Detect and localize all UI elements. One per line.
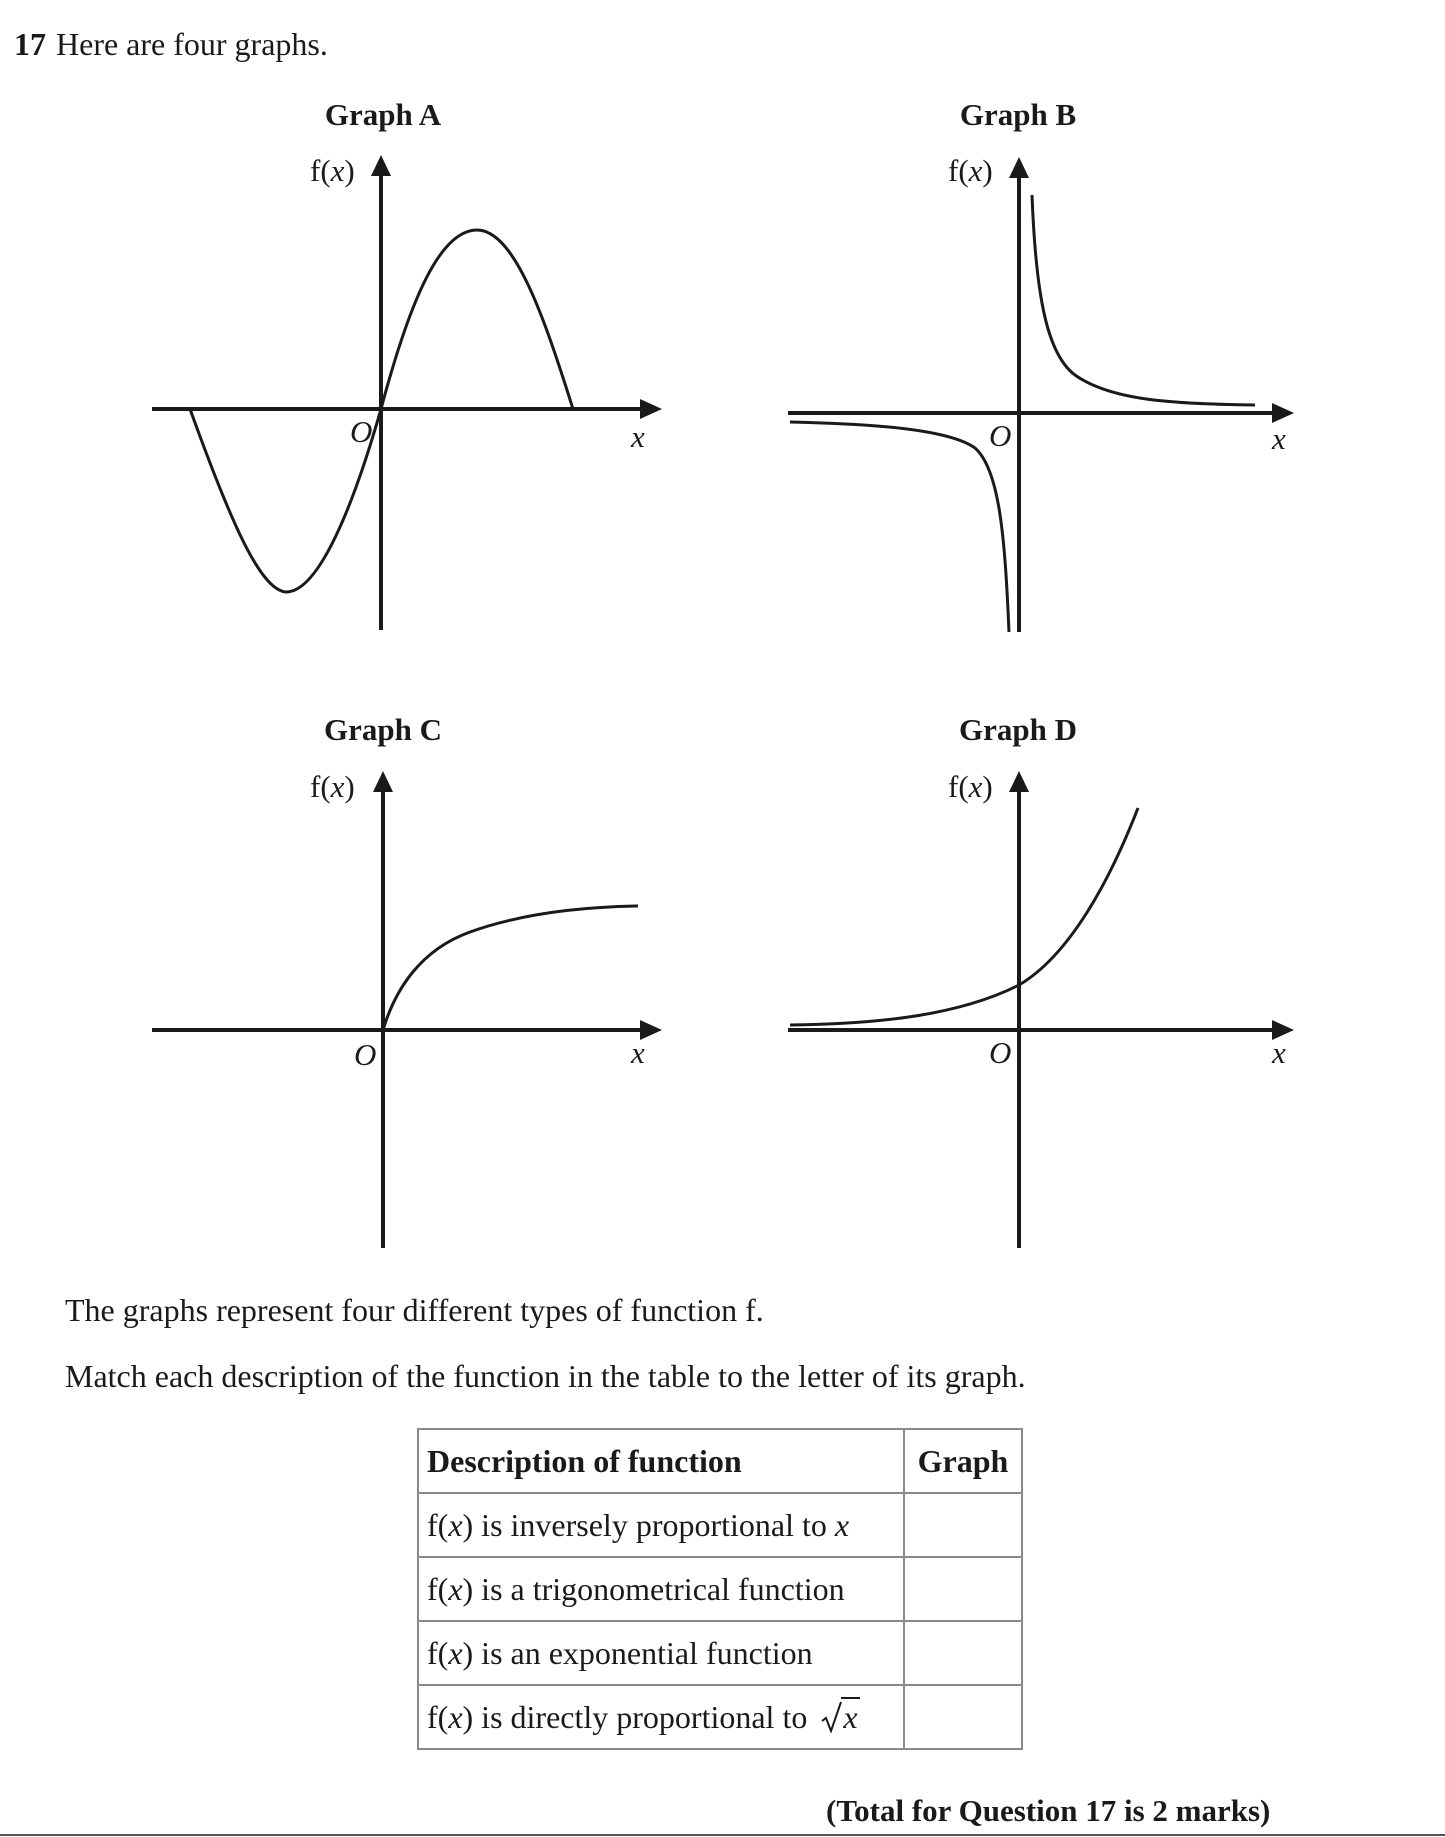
graph-a-y-arrow xyxy=(371,155,391,176)
square-root-symbol: x xyxy=(821,1696,860,1736)
graph-a-x-arrow xyxy=(640,399,662,419)
graph-a-y-label: f(x) xyxy=(310,153,355,188)
graph-a-origin: O xyxy=(350,414,372,449)
row-description: f(x) is directly proportional to x xyxy=(417,1684,905,1750)
question-intro: Here are four graphs. xyxy=(56,26,328,62)
header-description: Description of function xyxy=(417,1428,905,1494)
graph-c-origin: O xyxy=(354,1037,376,1072)
graph-a: Graph A f(x) O x xyxy=(152,97,662,630)
bottom-rule xyxy=(0,1834,1445,1836)
total-marks: (Total for Question 17 is 2 marks) xyxy=(826,1793,1271,1828)
graph-b-curve-positive xyxy=(1030,194,1256,407)
graph-a-x-label: x xyxy=(630,419,645,454)
row-description: f(x) is inversely proportional to x xyxy=(417,1492,905,1558)
row-description: f(x) is a trigonometrical function xyxy=(417,1556,905,1622)
graph-c-title: Graph C xyxy=(324,712,442,747)
graphs-figure: Graph A f(x) O x Graph B f(x) O x Graph … xyxy=(152,97,1294,1248)
graph-a-title: Graph A xyxy=(325,97,442,132)
graph-d-y-arrow xyxy=(1009,771,1029,792)
row-description: f(x) is an exponential function xyxy=(417,1620,905,1686)
graph-d-curve xyxy=(789,807,1140,1027)
graph-b-x-arrow xyxy=(1272,403,1294,423)
graph-b-title: Graph B xyxy=(960,97,1076,132)
graph-c-y-arrow xyxy=(373,771,393,792)
graph-c-x-label: x xyxy=(630,1035,645,1070)
graph-c-x-arrow xyxy=(640,1020,662,1040)
table-row: f(x) is inversely proportional to x xyxy=(417,1492,1023,1558)
table-row: f(x) is directly proportional to x xyxy=(417,1684,1023,1750)
table-header-row: Description of function Graph xyxy=(417,1428,1023,1494)
graph-d-title: Graph D xyxy=(959,712,1077,747)
matching-table: Description of function Graph f(x) is in… xyxy=(417,1428,1023,1750)
row-answer-cell[interactable] xyxy=(903,1620,1023,1686)
description-line-1: The graphs represent four different type… xyxy=(65,1292,764,1328)
graph-d-origin: O xyxy=(989,1035,1011,1070)
table-row: f(x) is a trigonometrical function xyxy=(417,1556,1023,1622)
question-number: 17 xyxy=(14,26,46,62)
graph-a-curve xyxy=(188,228,575,594)
graph-b-origin: O xyxy=(989,418,1011,453)
graph-b: Graph B f(x) O x xyxy=(788,97,1294,633)
graph-b-y-label: f(x) xyxy=(948,153,993,188)
radical-icon xyxy=(821,1701,843,1733)
table-row: f(x) is an exponential function xyxy=(417,1620,1023,1686)
row-answer-cell[interactable] xyxy=(903,1556,1023,1622)
graph-c: Graph C f(x) O x xyxy=(152,712,662,1248)
graph-c-y-label: f(x) xyxy=(310,769,355,804)
graph-b-curve-negative xyxy=(789,420,1011,633)
question-heading: 17 Here are four graphs. xyxy=(14,26,328,63)
row-answer-cell[interactable] xyxy=(903,1492,1023,1558)
graph-d: Graph D f(x) O x xyxy=(788,712,1294,1248)
graph-d-y-label: f(x) xyxy=(948,769,993,804)
description-line-2: Match each description of the function i… xyxy=(65,1358,1026,1394)
graph-b-y-arrow xyxy=(1009,157,1029,178)
row-answer-cell[interactable] xyxy=(903,1684,1023,1750)
graph-c-curve xyxy=(381,904,639,1031)
graph-d-x-label: x xyxy=(1271,1035,1286,1070)
header-graph: Graph xyxy=(903,1428,1023,1494)
graph-d-x-arrow xyxy=(1272,1020,1294,1040)
graph-b-x-label: x xyxy=(1271,421,1286,456)
